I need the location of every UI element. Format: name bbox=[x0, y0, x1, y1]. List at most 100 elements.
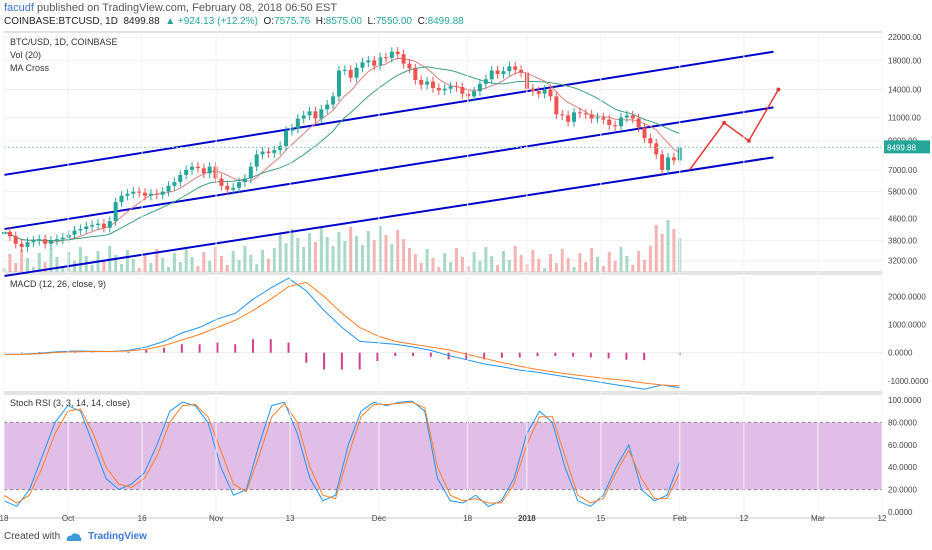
price-tick-label: 7000.00 bbox=[888, 166, 917, 175]
volume-bar bbox=[472, 252, 476, 272]
open-value: 7575.76 bbox=[274, 16, 311, 27]
volume-bar bbox=[49, 248, 53, 272]
volume-bar bbox=[425, 249, 429, 272]
price-tick-label: 5800.00 bbox=[888, 188, 917, 197]
volume-bar bbox=[625, 256, 629, 272]
volume-bar bbox=[90, 265, 94, 272]
volume-bar bbox=[331, 246, 335, 272]
volume-bar bbox=[449, 262, 453, 272]
candle-body bbox=[613, 125, 618, 127]
volume-bar bbox=[490, 256, 494, 272]
candle-body bbox=[131, 191, 136, 194]
volume-bar bbox=[14, 263, 18, 272]
candle-body bbox=[125, 193, 130, 196]
candle-body bbox=[548, 89, 553, 97]
chart-canvas[interactable]: 22000.0018000.0014000.0011000.009000.007… bbox=[0, 0, 932, 525]
candle-body bbox=[419, 80, 424, 85]
candle-body bbox=[201, 168, 206, 174]
published-text: published on TradingView.com, February 0… bbox=[33, 2, 338, 14]
candle-body bbox=[560, 114, 565, 116]
volume-bar bbox=[595, 257, 599, 272]
candle-body bbox=[231, 187, 236, 190]
price-tick-label: 3200.00 bbox=[888, 257, 917, 266]
candle-body bbox=[577, 112, 582, 114]
candle-body bbox=[272, 150, 277, 153]
volume-bar bbox=[202, 252, 206, 272]
volume-bar bbox=[396, 230, 400, 272]
volume-bar bbox=[531, 250, 535, 272]
projection-arrow-head bbox=[746, 138, 751, 143]
volume-bar bbox=[237, 260, 241, 272]
tradingview-brand[interactable]: TradingView bbox=[88, 531, 147, 542]
x-tick-label: Mar bbox=[811, 514, 825, 523]
created-with-text: Created with bbox=[4, 531, 61, 542]
candle-body bbox=[195, 166, 200, 169]
volume-bar bbox=[55, 257, 59, 272]
candle-body bbox=[225, 185, 230, 190]
channel-line-middle bbox=[3, 106, 774, 231]
price-tick-label: 11000.00 bbox=[888, 113, 921, 122]
candle-body bbox=[207, 166, 212, 174]
candle-body bbox=[442, 88, 447, 91]
volume-bar bbox=[643, 260, 647, 272]
publish-line: facudf published on TradingView.com, Feb… bbox=[4, 2, 337, 14]
candle-body bbox=[113, 202, 118, 222]
projection-arrow-head bbox=[722, 120, 727, 125]
candle-body bbox=[143, 192, 148, 196]
volume-bar bbox=[73, 261, 77, 272]
volume-bar bbox=[548, 254, 552, 272]
volume-bar bbox=[554, 263, 558, 272]
candle-body bbox=[13, 236, 18, 244]
volume-bar bbox=[249, 255, 253, 272]
candle-body bbox=[43, 239, 48, 244]
candle-body bbox=[84, 226, 89, 230]
volume-bar bbox=[484, 247, 488, 272]
volume-bar bbox=[31, 267, 35, 272]
volume-bar bbox=[219, 256, 223, 272]
candle-body bbox=[260, 151, 265, 155]
macd-panel-title: MACD (12, 26, close, 9) bbox=[10, 279, 107, 289]
candle-body bbox=[654, 143, 659, 155]
close-label: C: bbox=[417, 16, 428, 27]
volume-bar bbox=[355, 236, 359, 272]
volume-bar bbox=[243, 246, 247, 272]
volume-bar bbox=[619, 247, 623, 272]
candle-body bbox=[242, 178, 247, 183]
candle-body bbox=[37, 239, 42, 241]
candle-body bbox=[383, 57, 388, 59]
candle-body bbox=[407, 63, 412, 69]
volume-bar bbox=[349, 227, 353, 272]
volume-bar bbox=[543, 268, 547, 272]
volume-indicator-label: Vol (20) bbox=[10, 50, 42, 60]
price-tick-label: 18000.00 bbox=[888, 56, 922, 65]
rsi-tick-label: 80.0000 bbox=[888, 418, 917, 427]
rsi-tick-label: 60.0000 bbox=[888, 441, 917, 450]
candle-body bbox=[284, 130, 289, 147]
candle-body bbox=[448, 86, 453, 89]
price-panel-title: BTC/USD, 1D, COINBASE bbox=[10, 37, 118, 47]
macd-line bbox=[3, 277, 680, 390]
volume-bar bbox=[590, 248, 594, 272]
candle-body bbox=[648, 138, 653, 144]
volume-bar bbox=[378, 226, 382, 272]
volume-bar bbox=[290, 229, 294, 272]
last-price: 8499.88 bbox=[123, 16, 160, 27]
volume-bar bbox=[266, 259, 270, 272]
volume-bar bbox=[296, 238, 300, 272]
stoch-d-line bbox=[3, 401, 681, 504]
volume-bar bbox=[648, 246, 652, 272]
volume-bar bbox=[184, 248, 188, 272]
candle-body bbox=[489, 70, 494, 80]
rsi-tick-label: 20.0000 bbox=[888, 486, 917, 495]
volume-bar bbox=[8, 254, 12, 272]
x-tick-label: Nov bbox=[209, 514, 223, 523]
ma-fast-line bbox=[3, 57, 681, 243]
candle-body bbox=[530, 88, 535, 92]
candle-body bbox=[166, 185, 171, 192]
volume-bar bbox=[631, 265, 635, 272]
candle-body bbox=[495, 70, 500, 75]
author-link[interactable]: facudf bbox=[4, 2, 34, 14]
volume-bar bbox=[278, 234, 282, 272]
candle-body bbox=[513, 66, 518, 70]
candle-body bbox=[472, 91, 477, 97]
